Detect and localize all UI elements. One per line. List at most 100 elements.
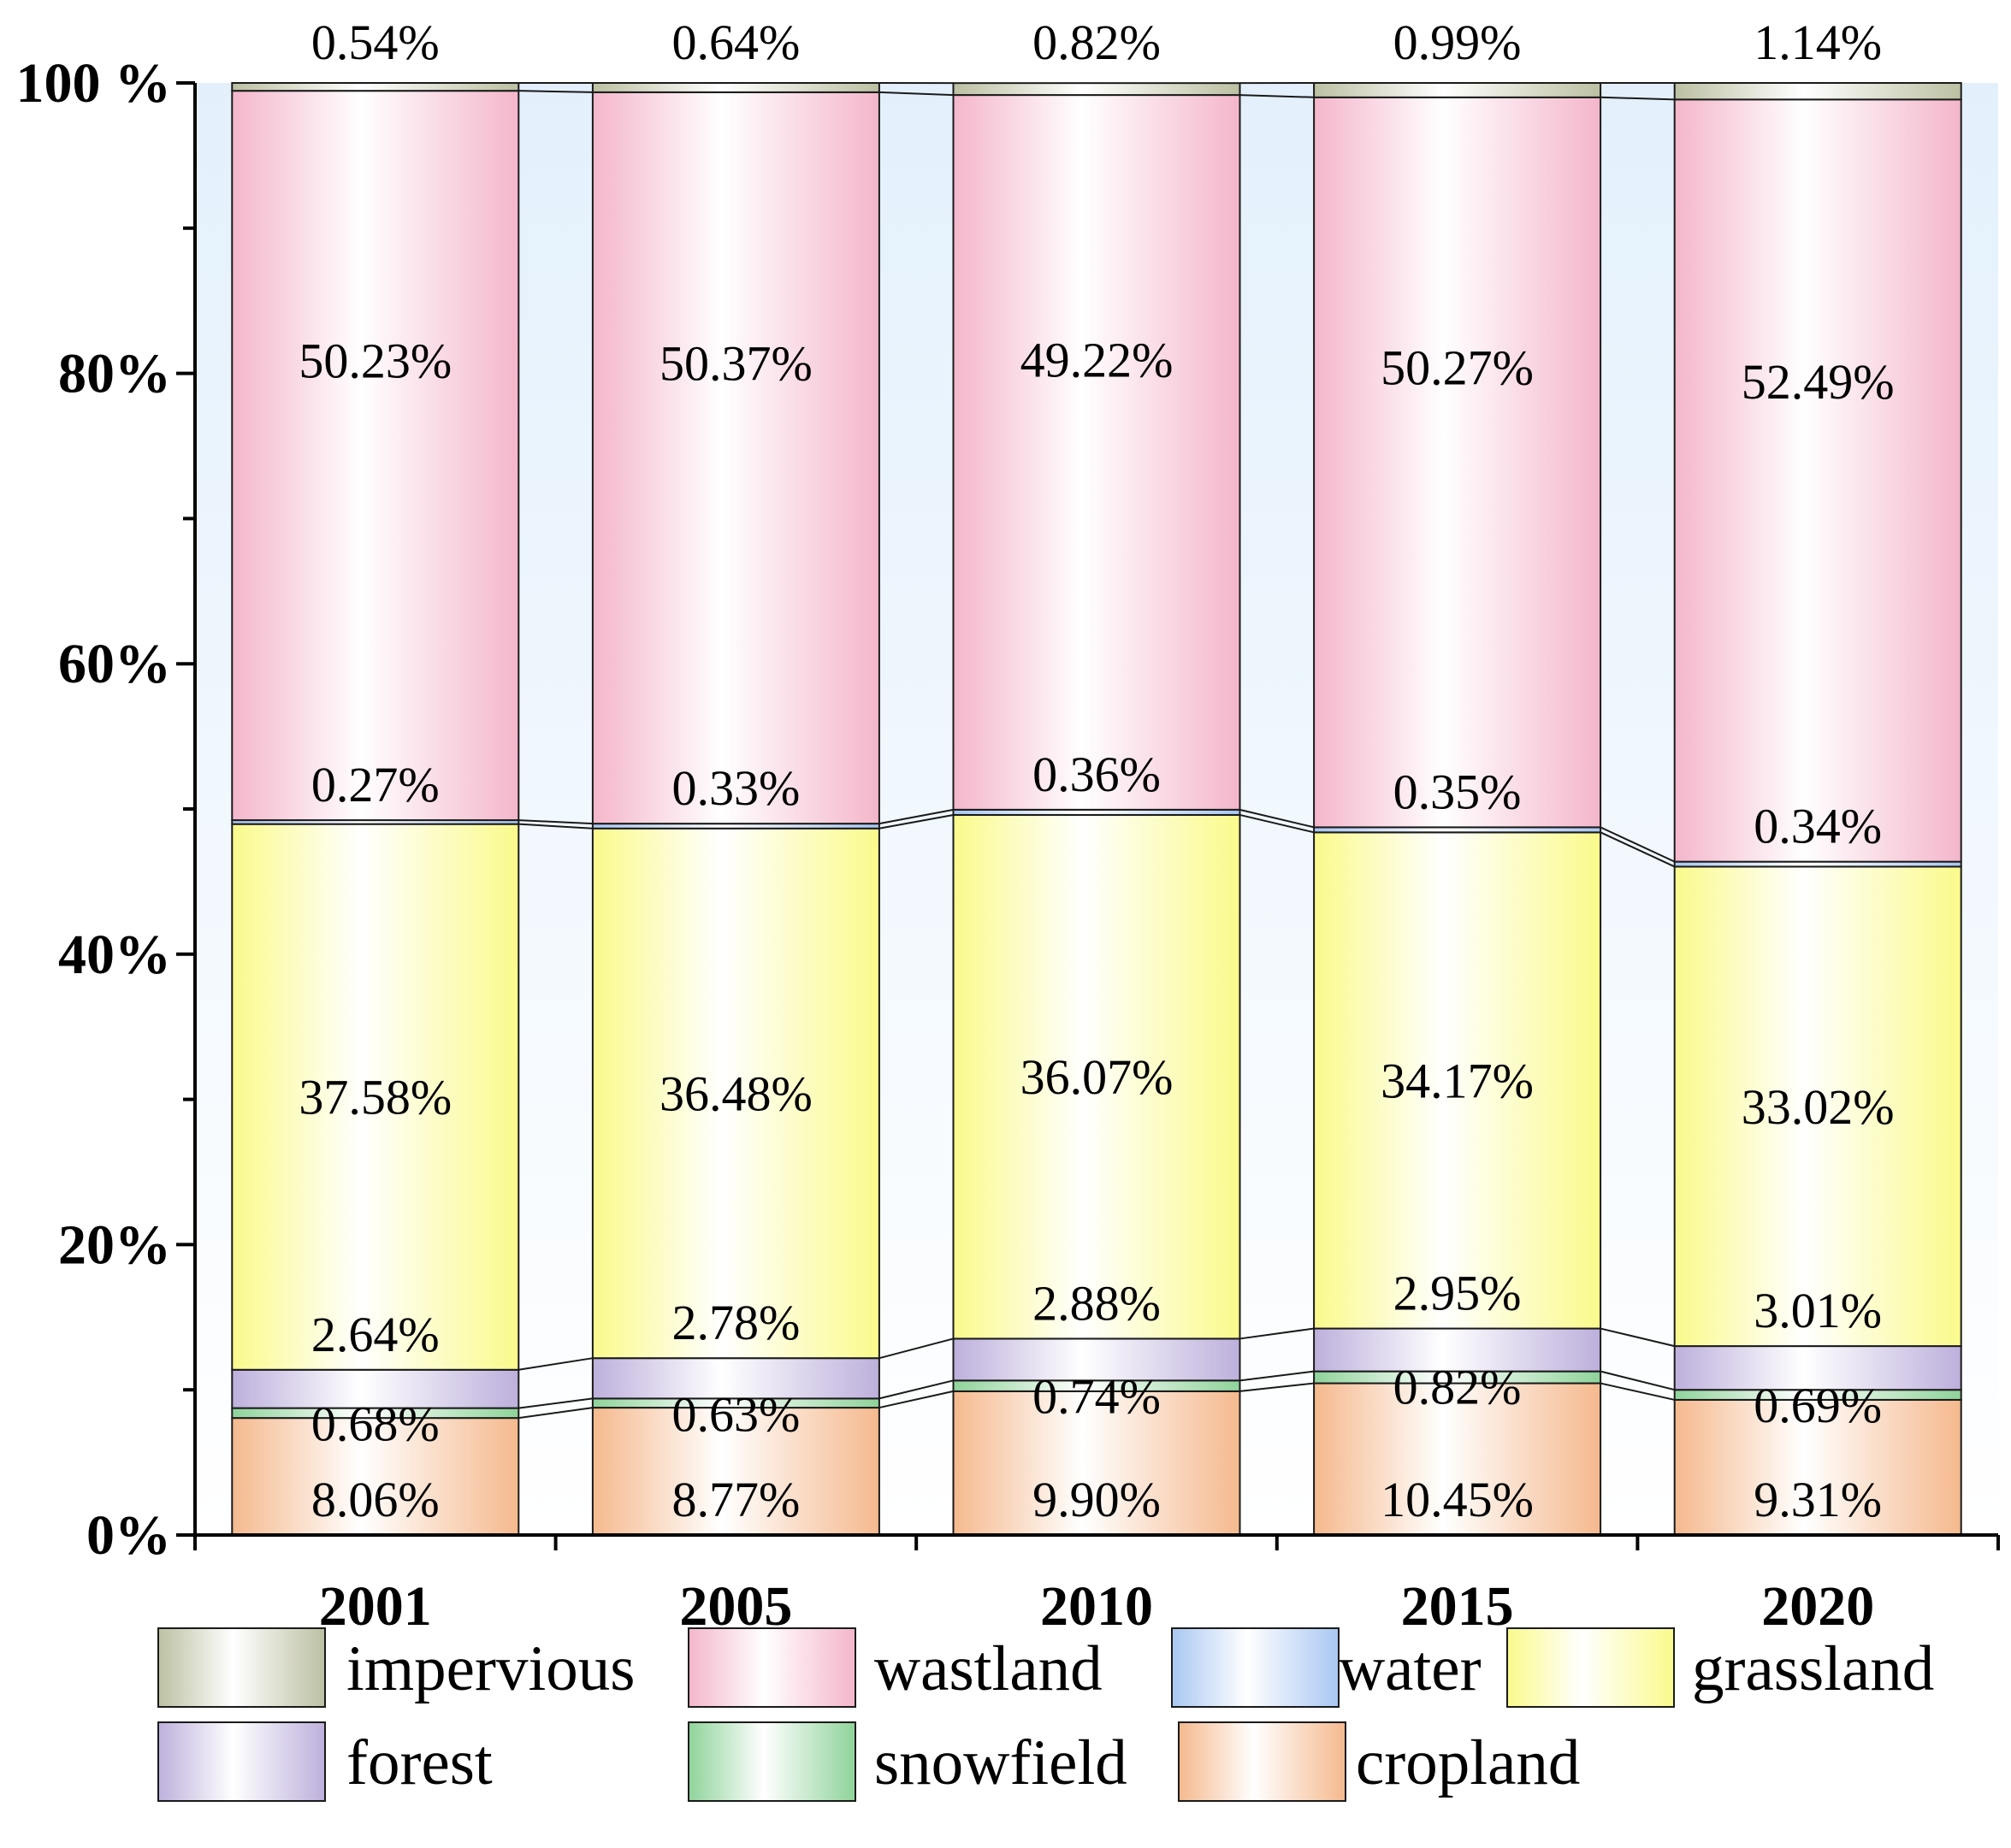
- label-grassland-2015: 34.17%: [1381, 1053, 1534, 1108]
- legend-label-cropland: cropland: [1356, 1727, 1580, 1798]
- bar-wastland-2001: [231, 90, 520, 822]
- label-wastland-2010: 49.22%: [1020, 332, 1174, 387]
- connector-snowfield-1: [878, 1379, 954, 1400]
- legend-swatch-water: [1171, 1627, 1340, 1708]
- legend-swatch-impervious: [157, 1627, 326, 1708]
- connector-water-1: [878, 808, 954, 825]
- label-water-2010: 0.36%: [1032, 747, 1161, 802]
- label-forest-2015: 2.95%: [1393, 1266, 1522, 1321]
- series-connector-lines: [518, 82, 1676, 1420]
- bar-cropland-2020: [1673, 1398, 1962, 1537]
- y-tick-label-40: 40%: [58, 924, 171, 986]
- connector-water-2: [1239, 808, 1315, 829]
- y-tick-label-20: 20%: [58, 1213, 171, 1276]
- bar-impervious-2015: [1313, 82, 1602, 98]
- connector-cropland-0: [518, 1407, 594, 1420]
- label-impervious-2015: 0.99%: [1393, 15, 1522, 70]
- label-impervious-2010: 0.82%: [1032, 15, 1161, 70]
- x-tick-label-2015: 2015: [1401, 1575, 1514, 1638]
- connector-water-0: [518, 819, 593, 825]
- label-water-2005: 0.33%: [671, 760, 800, 816]
- label-forest-2010: 2.88%: [1032, 1275, 1161, 1331]
- label-impervious-2020: 1.14%: [1754, 15, 1882, 70]
- y-tick-label-0: 0%: [86, 1504, 171, 1567]
- bar-grassland-2001: [231, 823, 520, 1371]
- label-water-2015: 0.35%: [1393, 764, 1522, 819]
- connector-snowfield-0: [518, 1397, 594, 1409]
- legend-swatch-grassland: [1506, 1627, 1675, 1708]
- legend-label-forest: forest: [346, 1727, 493, 1798]
- connector-wastland-3: [1600, 96, 1675, 101]
- connector-water-3: [1600, 826, 1676, 863]
- legend-swatch-snowfield: [688, 1721, 856, 1802]
- x-tick-label-2010: 2010: [1040, 1575, 1153, 1638]
- label-wastland-2015: 50.27%: [1381, 340, 1534, 396]
- legend-label-impervious: impervious: [346, 1633, 635, 1704]
- x-tick-label-2001: 2001: [319, 1575, 432, 1638]
- connector-forest-2: [1239, 1327, 1315, 1340]
- legend-label-snowfield: snowfield: [874, 1727, 1127, 1798]
- connector-wastland-1: [878, 91, 954, 97]
- label-snowfield-2010: 0.74%: [1032, 1368, 1161, 1424]
- bar-grassland-2020: [1673, 865, 1962, 1348]
- label-wastland-2020: 52.49%: [1742, 354, 1895, 410]
- connector-grassland-3: [1600, 831, 1676, 868]
- bar-impervious-2001: [231, 82, 520, 92]
- label-water-2001: 0.27%: [311, 757, 440, 812]
- connector-forest-3: [1600, 1327, 1675, 1348]
- bar-grassland-2010: [952, 813, 1241, 1340]
- label-snowfield-2005: 0.63%: [671, 1386, 800, 1442]
- label-cropland-2020: 9.31%: [1754, 1472, 1882, 1527]
- label-forest-2020: 3.01%: [1754, 1283, 1882, 1338]
- connector-cropland-3: [1600, 1382, 1675, 1401]
- connector-cropland-2: [1239, 1382, 1315, 1392]
- bar-forest-2015: [1313, 1327, 1602, 1373]
- connector-snowfield-3: [1600, 1370, 1675, 1391]
- label-water-2020: 0.34%: [1754, 799, 1882, 854]
- y-tick-label-80: 80%: [58, 343, 171, 405]
- connector-wastland-2: [1239, 94, 1315, 98]
- x-tick-label-2005: 2005: [679, 1575, 792, 1638]
- connector-wastland-0: [518, 90, 593, 93]
- y-tick-label-100: 100 %: [16, 52, 172, 115]
- legend-swatch-forest: [157, 1721, 326, 1802]
- legend-label-wastland: wastland: [874, 1633, 1103, 1704]
- legend-label-grassland: grassland: [1692, 1633, 1934, 1704]
- legend-swatch-cropland: [1178, 1721, 1346, 1802]
- bar-wastland-2010: [952, 94, 1241, 811]
- bar-cropland-2001: [231, 1417, 520, 1537]
- bar-wastland-2005: [591, 91, 880, 825]
- bar-forest-2020: [1673, 1345, 1962, 1391]
- bar-forest-2010: [952, 1337, 1241, 1382]
- label-grassland-2010: 36.07%: [1020, 1049, 1174, 1105]
- label-cropland-2010: 9.90%: [1032, 1472, 1161, 1527]
- bar-wastland-2020: [1673, 98, 1962, 863]
- bars: [231, 82, 1962, 1537]
- axes: 0% 20% 40% 60% 80% 100 % 2001 2005 2010 2015 2020: [16, 52, 2000, 1638]
- label-impervious-2005: 0.64%: [671, 15, 800, 70]
- label-grassland-2001: 37.58%: [299, 1070, 452, 1125]
- bar-grassland-2015: [1313, 831, 1602, 1330]
- connector-grassland-0: [518, 823, 593, 830]
- bar-cropland-2015: [1313, 1382, 1602, 1536]
- connector-cropland-1: [878, 1390, 954, 1409]
- label-snowfield-2020: 0.69%: [1754, 1378, 1882, 1433]
- bar-impervious-2010: [952, 82, 1241, 97]
- label-grassland-2005: 36.48%: [659, 1066, 813, 1121]
- bar-wastland-2015: [1313, 96, 1602, 829]
- connector-grassland-2: [1239, 813, 1315, 834]
- x-tick-label-2020: 2020: [1761, 1575, 1874, 1638]
- bar-forest-2005: [591, 1357, 880, 1400]
- connector-forest-0: [518, 1357, 594, 1371]
- label-wastland-2001: 50.23%: [299, 334, 452, 389]
- data-labels: 8.06% 0.68% 2.64% 37.58% 0.27% 50.23% 0.54% 8.7…: [299, 15, 1894, 1527]
- bar-cropland-2005: [591, 1407, 880, 1537]
- connector-forest-1: [878, 1337, 954, 1360]
- label-impervious-2001: 0.54%: [311, 15, 440, 70]
- connector-grassland-1: [878, 813, 954, 830]
- label-wastland-2005: 50.37%: [659, 335, 813, 391]
- bar-grassland-2005: [591, 827, 880, 1360]
- bar-impervious-2020: [1673, 82, 1962, 101]
- label-forest-2005: 2.78%: [671, 1295, 800, 1350]
